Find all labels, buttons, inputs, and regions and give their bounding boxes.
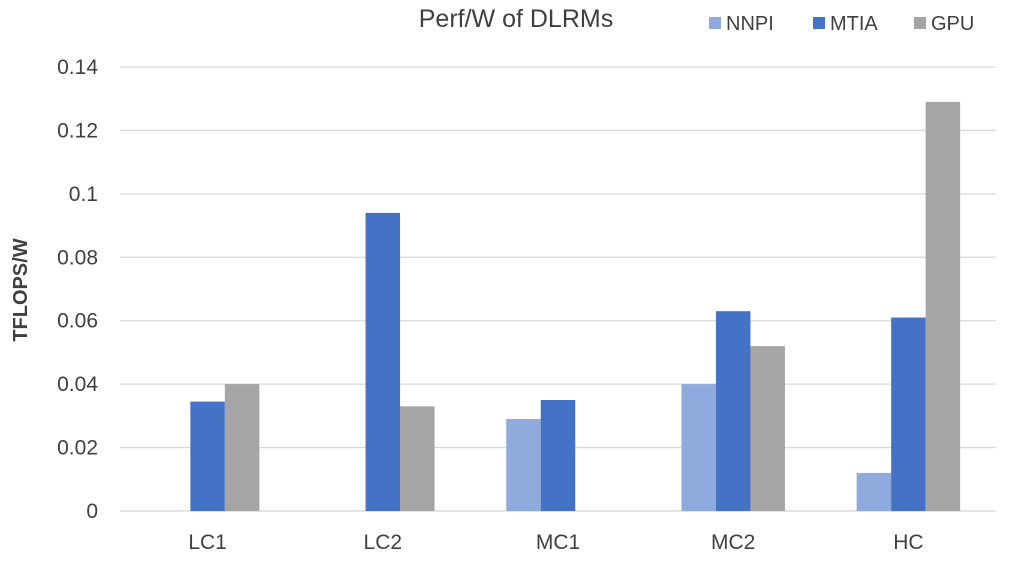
y-axis-label: TFLOPS/W <box>10 238 32 341</box>
y-axis-ticks: 0 0.02 0.04 0.06 0.08 0.1 0.12 0.14 <box>57 56 98 523</box>
x-tick-label: MC1 <box>536 531 580 554</box>
bar-nnpi-hc <box>856 472 892 511</box>
legend-label-nnpi: NNPI <box>726 13 774 35</box>
y-tick-label: 0.04 <box>57 373 98 396</box>
x-tick-label: HC <box>893 531 923 554</box>
bar-mtia-hc <box>891 317 926 511</box>
bar-gpu-lc2 <box>400 406 435 511</box>
legend-label-gpu: GPU <box>931 13 974 35</box>
bar-gpu-hc <box>925 101 961 511</box>
bar-mtia-lc2 <box>365 212 401 511</box>
bar-mtia-mc2 <box>715 311 751 511</box>
bar-mtia-lc1 <box>190 401 225 511</box>
bar-mtia-mc1 <box>540 400 576 511</box>
x-axis-ticks: LC1 LC2 MC1 MC2 HC <box>188 531 923 554</box>
legend-label-mtia: MTIA <box>830 13 878 35</box>
chart-title: Perf/W of DLRMs <box>419 5 613 33</box>
y-tick-label: 0.08 <box>57 246 98 269</box>
x-tick-label: LC2 <box>364 531 403 554</box>
bar-gpu-lc1 <box>224 384 260 511</box>
y-tick-label: 0.02 <box>57 437 98 460</box>
legend-swatch-mtia <box>813 17 825 29</box>
y-tick-label: 0 <box>86 500 98 523</box>
x-tick-label: MC2 <box>711 531 755 554</box>
y-tick-label: 0.12 <box>57 119 98 142</box>
legend-swatch-nnpi <box>709 17 721 29</box>
bar-gpu-mc2 <box>750 346 785 511</box>
legend-swatch-gpu <box>914 17 926 29</box>
y-tick-label: 0.06 <box>57 310 98 333</box>
legend: NNPI MTIA GPU <box>709 13 974 35</box>
bars <box>190 101 961 511</box>
bar-nnpi-mc1 <box>506 419 541 511</box>
bar-nnpi-mc2 <box>681 384 716 511</box>
y-tick-label: 0.14 <box>57 56 98 79</box>
x-tick-label: LC1 <box>188 531 227 554</box>
y-tick-label: 0.1 <box>69 183 98 206</box>
